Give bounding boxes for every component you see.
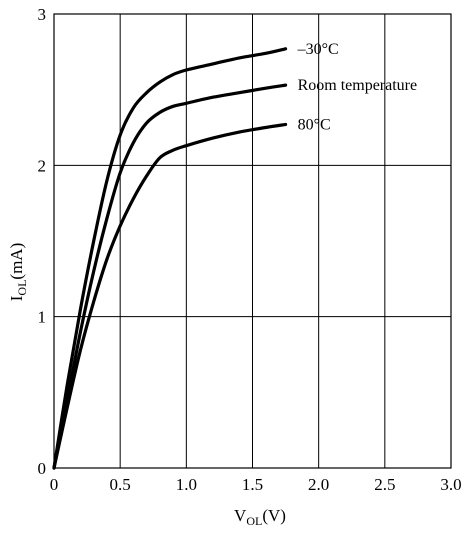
x-tick-label: 0.5 [110, 475, 131, 494]
series-line [52, 47, 288, 470]
y-tick-label: 3 [38, 5, 47, 24]
x-tick-label: 2.5 [374, 475, 395, 494]
x-tick-label: 1.0 [176, 475, 197, 494]
series-line [52, 122, 288, 470]
series-labels: –30°C Room temperature 80°C [297, 41, 418, 134]
series-label: 80°C [298, 116, 331, 133]
y-tick-label: 1 [38, 308, 47, 327]
x-tick-label: 0 [50, 475, 59, 494]
x-tick-label: 3.0 [440, 475, 461, 494]
series-line [52, 83, 288, 470]
curves [52, 47, 288, 470]
y-tick-label: 2 [38, 156, 47, 175]
series-label: Room temperature [298, 77, 418, 94]
y-axis-label: IOL(mA) [7, 243, 29, 302]
x-tick-label: 2.0 [308, 475, 329, 494]
x-axis-label: VOL(V) [234, 506, 286, 528]
tick-labels: 0 0.5 1.0 1.5 2.0 2.5 3.0 0 1 2 3 [38, 5, 462, 494]
plot-frame [53, 13, 452, 469]
y-tick-label: 0 [38, 459, 47, 478]
series-label: –30°C [297, 41, 339, 58]
x-tick-label: 1.5 [242, 475, 263, 494]
